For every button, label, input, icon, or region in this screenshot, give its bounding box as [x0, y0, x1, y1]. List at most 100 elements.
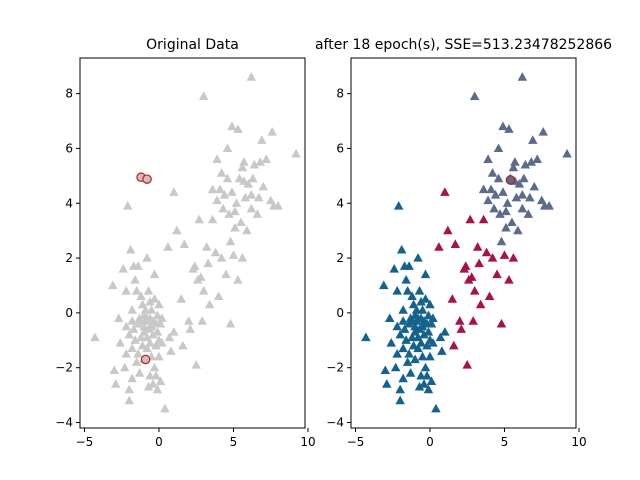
data-point: [146, 321, 157, 331]
data-point: [233, 275, 243, 284]
data-point: [140, 305, 151, 314]
data-point: [398, 316, 408, 325]
chart-title: Original Data: [146, 37, 239, 53]
data-point: [501, 222, 511, 232]
data-point: [131, 285, 142, 295]
y-tick-label: 6: [336, 141, 344, 155]
data-point: [402, 285, 413, 295]
data-point: [508, 162, 519, 172]
series-1: [136, 172, 152, 365]
data-point: [154, 299, 164, 309]
data-point: [222, 143, 233, 153]
data-point: [496, 236, 507, 246]
data-point: [456, 324, 467, 333]
data-point: [189, 261, 200, 270]
data-point: [392, 349, 402, 358]
data-point: [490, 190, 501, 199]
data-point: [240, 192, 251, 202]
markers: [90, 72, 301, 413]
data-point: [434, 242, 444, 251]
data-point: [152, 310, 163, 320]
data-point: [517, 72, 528, 81]
data-point: [151, 340, 161, 350]
data-point: [178, 340, 188, 350]
data-point: [146, 305, 157, 314]
data-point: [151, 370, 161, 380]
data-point: [127, 343, 137, 353]
data-point: [474, 258, 484, 268]
data-point: [169, 187, 179, 196]
data-point: [198, 285, 209, 295]
data-point: [414, 381, 425, 391]
data-point: [419, 379, 429, 388]
data-point: [466, 272, 477, 281]
data-point: [176, 294, 187, 303]
data-point: [127, 373, 137, 383]
data-point: [237, 162, 248, 172]
y-tick-label: 0: [336, 306, 344, 320]
data-point: [511, 192, 522, 202]
data-point: [410, 327, 420, 336]
data-point: [401, 335, 411, 344]
data-point: [389, 264, 399, 273]
data-point: [109, 365, 120, 375]
data-point: [152, 327, 163, 336]
data-point: [417, 321, 428, 331]
series-0: [90, 72, 301, 413]
data-point: [203, 258, 213, 268]
data-point: [413, 253, 423, 262]
data-point: [510, 157, 520, 166]
data-point: [487, 253, 498, 262]
data-point: [426, 318, 437, 328]
data-point: [213, 291, 224, 301]
data-point: [493, 143, 504, 153]
data-point: [562, 148, 572, 158]
data-point: [420, 362, 431, 372]
data-point: [172, 225, 182, 235]
data-point: [398, 343, 408, 353]
x-tick-label: 10: [571, 435, 586, 449]
data-point: [404, 261, 414, 270]
data-point: [225, 236, 236, 246]
data-point: [468, 316, 478, 325]
data-point: [398, 305, 408, 314]
data-point: [149, 294, 160, 303]
data-point: [191, 359, 201, 369]
data-point: [361, 332, 371, 342]
data-point: [216, 168, 227, 177]
data-point: [483, 195, 493, 205]
data-point: [148, 379, 158, 388]
data-point: [419, 329, 429, 339]
data-point: [157, 338, 167, 347]
data-point: [526, 157, 537, 166]
data-point: [478, 214, 489, 224]
data-point: [252, 209, 263, 218]
data-point: [420, 269, 431, 279]
data-point: [513, 225, 523, 235]
data-point: [423, 384, 434, 394]
data-point: [166, 346, 176, 355]
data-point: [380, 365, 391, 375]
y-tick-label: 4: [65, 196, 73, 210]
data-point: [423, 327, 434, 336]
data-point: [212, 154, 222, 164]
data-point: [136, 291, 146, 301]
data-point: [142, 332, 152, 342]
data-point: [428, 338, 438, 347]
data-point: [137, 340, 148, 350]
data-point: [508, 253, 519, 262]
data-point: [230, 206, 240, 216]
data-point: [118, 264, 128, 273]
data-point: [210, 247, 221, 257]
data-point: [169, 327, 179, 336]
data-point: [228, 250, 239, 259]
x-tick-label: 10: [300, 435, 315, 449]
data-point: [224, 209, 234, 218]
axes-frame: [350, 57, 577, 429]
data-point: [517, 190, 528, 199]
data-point: [417, 351, 428, 361]
data-point: [145, 370, 155, 380]
data-point: [399, 324, 410, 333]
data-point: [163, 242, 173, 251]
data-point: [127, 305, 137, 314]
